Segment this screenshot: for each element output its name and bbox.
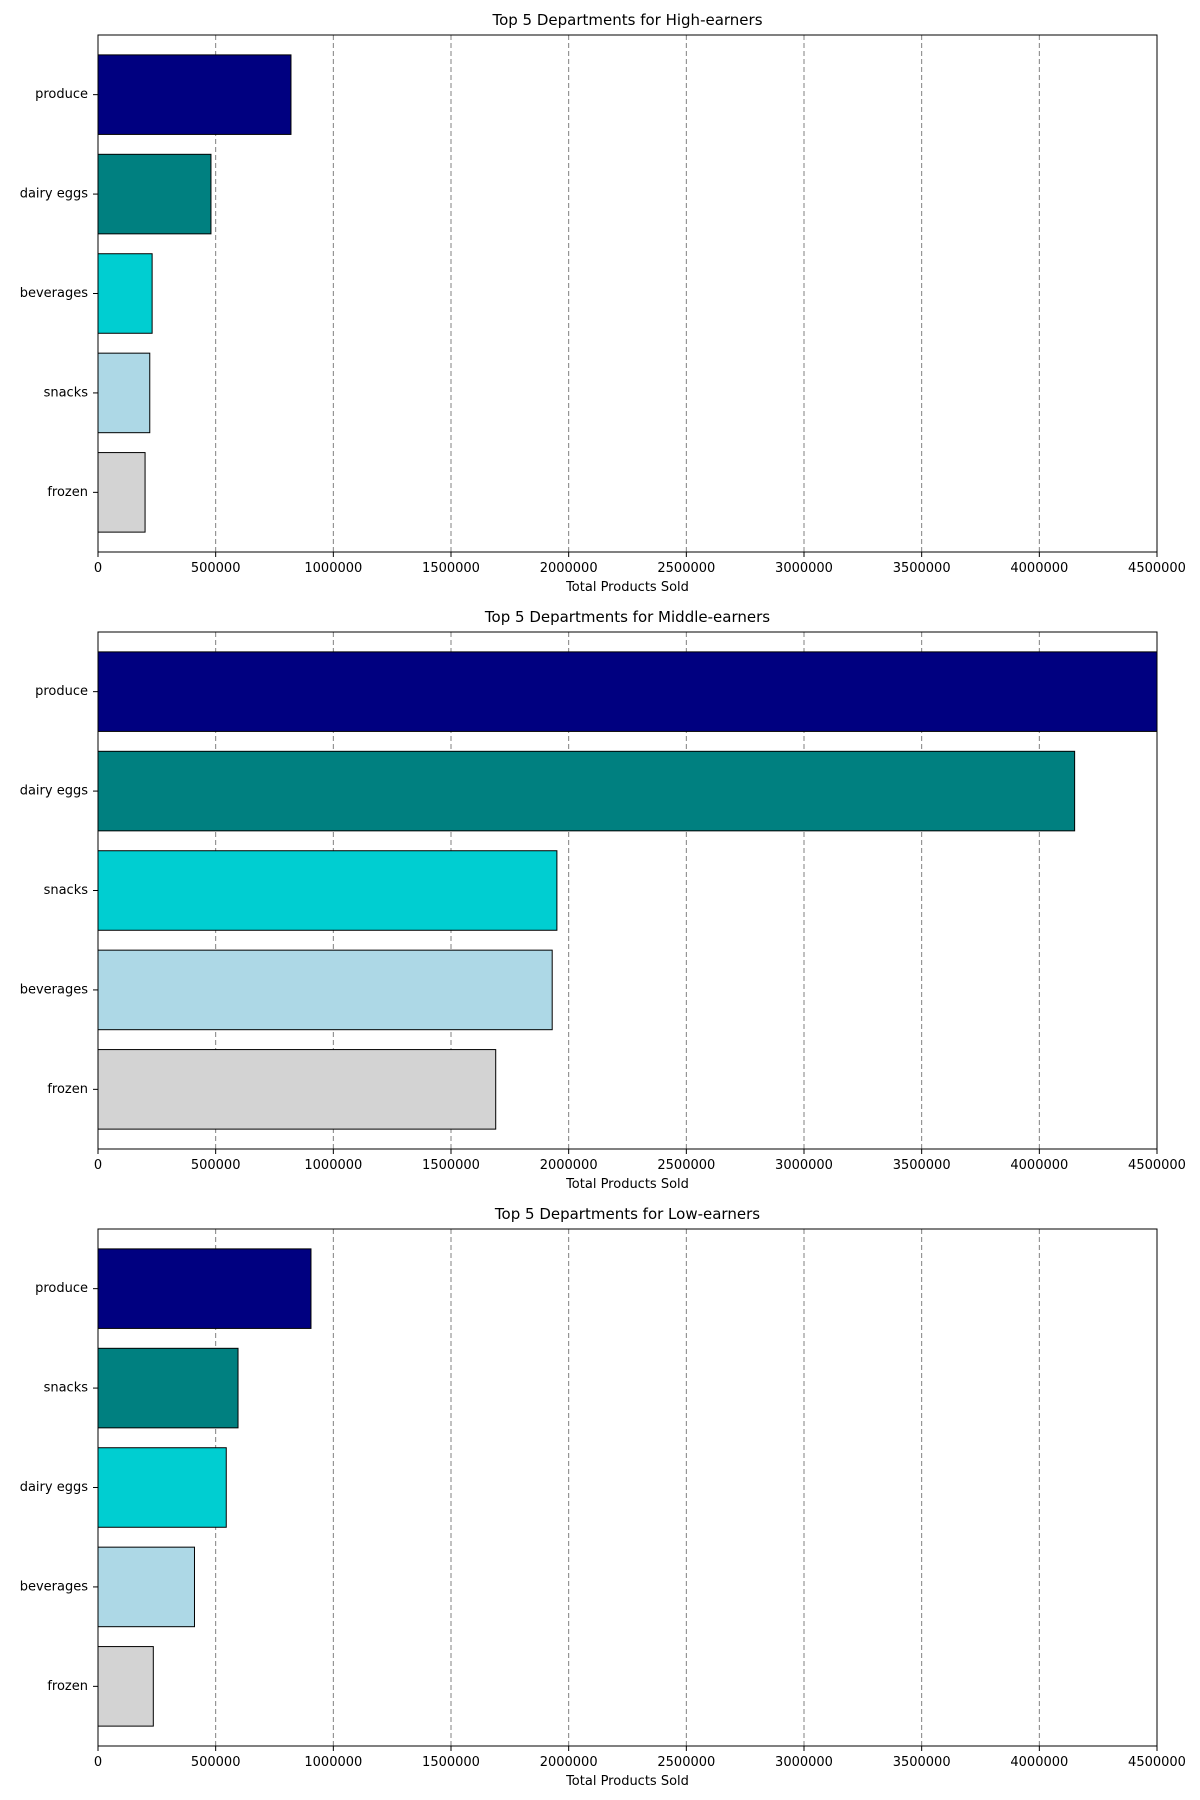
x-tick-label: 2000000 (540, 1755, 598, 1770)
x-tick-label: 0 (94, 1158, 102, 1173)
x-tick-label: 3500000 (893, 1158, 951, 1173)
x-tick-label: 2000000 (540, 561, 598, 576)
bar-produce (97, 651, 1158, 732)
y-tick-label: snacks (44, 883, 89, 898)
y-tick-label: dairy eggs (20, 187, 89, 202)
bar-dairy-eggs (97, 1447, 227, 1528)
chart-panel-1: produce dairy eggs beverages snacks frozen 0 5… (20, 11, 1186, 595)
x-axis-label: Total Products Sold (565, 1177, 689, 1192)
x-tick-label: 0 (94, 1755, 102, 1770)
bar-snacks (97, 352, 151, 434)
x-tick-label: 500000 (191, 561, 241, 576)
bar-frozen (97, 1646, 154, 1727)
x-tick-label: 1500000 (422, 561, 480, 576)
x-tick-label: 2500000 (657, 1158, 715, 1173)
x-tick-label: 3500000 (893, 561, 951, 576)
chart-title: Top 5 Departments for High-earners (491, 11, 762, 29)
bar-snacks (97, 850, 558, 931)
x-axis-label: Total Products Sold (565, 580, 689, 595)
x-tick-label: 2000000 (540, 1158, 598, 1173)
x-tick-label: 4500000 (1128, 561, 1186, 576)
x-tick-label: 0 (94, 561, 102, 576)
bar-frozen (97, 452, 146, 533)
plot-frame (97, 631, 1158, 1150)
bar-dairy-eggs (97, 153, 212, 235)
plot-frame (97, 1228, 1158, 1747)
plot-frame (97, 34, 1158, 553)
bar-frozen (97, 1049, 497, 1130)
x-tick-label: 2500000 (657, 1755, 715, 1770)
y-tick-label: frozen (47, 485, 88, 500)
bar-produce (97, 1248, 312, 1329)
x-tick-label: 3000000 (775, 561, 833, 576)
y-tick-label: dairy eggs (20, 784, 89, 799)
y-tick-label: frozen (47, 1082, 88, 1097)
x-tick-label: 3000000 (775, 1755, 833, 1770)
x-tick-label: 1500000 (422, 1158, 480, 1173)
bar-beverages (97, 1546, 195, 1628)
y-tick-label: frozen (47, 1679, 88, 1694)
x-tick-label: 4000000 (1010, 1158, 1068, 1173)
y-tick-label: produce (35, 87, 88, 102)
y-tick-label: dairy eggs (20, 1480, 89, 1495)
bar-dairy-eggs (97, 750, 1076, 832)
x-axis-label: Total Products Sold (565, 1774, 689, 1789)
x-tick-label: 3000000 (775, 1158, 833, 1173)
x-tick-label: 4500000 (1128, 1755, 1186, 1770)
chart-panel-2: produce dairy eggs snacks beverages frozen 0 5… (20, 608, 1186, 1192)
x-tick-label: 1000000 (304, 1158, 362, 1173)
x-tick-label: 1000000 (304, 1755, 362, 1770)
chart-title: Top 5 Departments for Middle-earners (484, 608, 770, 626)
y-tick-label: beverages (20, 286, 89, 301)
y-tick-label: produce (35, 1281, 88, 1296)
y-tick-label: beverages (20, 1579, 89, 1594)
bar-beverages (97, 253, 153, 334)
x-tick-label: 4500000 (1128, 1158, 1186, 1173)
x-tick-label: 4000000 (1010, 561, 1068, 576)
bar-beverages (97, 949, 553, 1031)
y-tick-label: snacks (44, 385, 89, 400)
x-tick-label: 3500000 (893, 1755, 951, 1770)
chart-panel-3: produce snacks dairy eggs beverages frozen 0 5… (20, 1205, 1186, 1789)
y-tick-label: beverages (20, 982, 89, 997)
x-tick-label: 500000 (191, 1158, 241, 1173)
x-tick-label: 1000000 (304, 561, 362, 576)
y-tick-label: produce (35, 684, 88, 699)
x-tick-label: 4000000 (1010, 1755, 1068, 1770)
bar-snacks (97, 1347, 239, 1429)
x-tick-label: 500000 (191, 1755, 241, 1770)
y-tick-label: snacks (44, 1381, 89, 1396)
chart-title: Top 5 Departments for Low-earners (494, 1205, 760, 1223)
x-tick-label: 1500000 (422, 1755, 480, 1770)
x-tick-label: 2500000 (657, 561, 715, 576)
bar-produce (97, 54, 292, 135)
